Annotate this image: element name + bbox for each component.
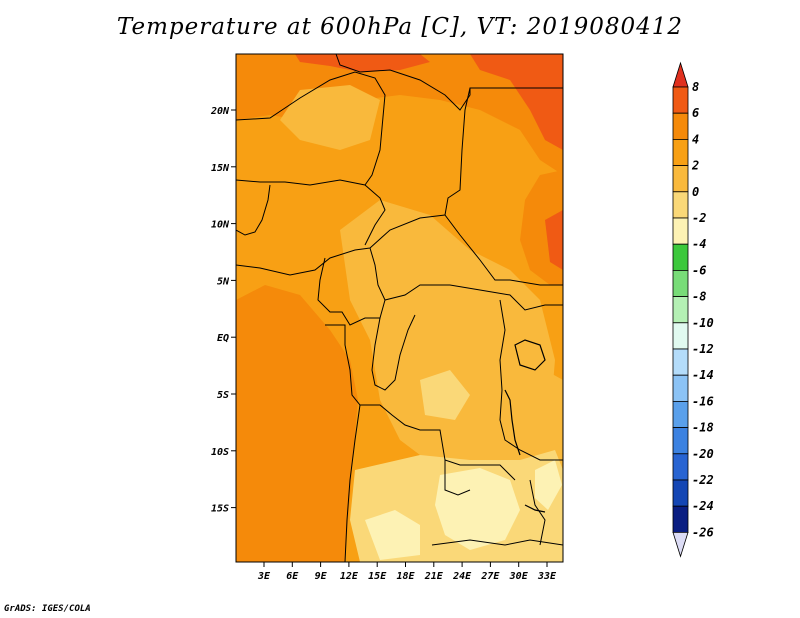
colorbar-swatch: [672, 112, 689, 140]
lon-tick-label: 6E: [286, 571, 299, 582]
colorbar-top-arrow: [672, 61, 689, 88]
lat-tick-label: 15S: [211, 504, 229, 515]
lat-tick-label: 5N: [217, 276, 230, 287]
field-mild-north: [280, 85, 380, 150]
colorbar-swatch: [672, 453, 689, 481]
temperature-field: [236, 54, 563, 562]
colorbar-swatch: [672, 296, 689, 324]
field-hot-east-mid: [545, 210, 563, 270]
colorbar-swatch: [672, 269, 689, 297]
colorbar-bottom-arrow: [672, 532, 689, 558]
colorbar-swatch: [672, 479, 689, 507]
lon-tick-label: 12E: [340, 571, 359, 582]
lon-tick-label: 33E: [537, 571, 557, 582]
colorbar-swatch: [672, 86, 689, 114]
colorbar-swatch: [672, 505, 689, 533]
colorbar-swatch: [672, 348, 689, 376]
lon-tick-label: 30E: [509, 571, 529, 582]
field-cool-patch: [420, 370, 470, 420]
colorbar-label: -24: [692, 499, 714, 513]
colorbar-label: 6: [692, 106, 699, 120]
colorbar-label: 0: [692, 185, 699, 199]
field-cold-east: [535, 460, 562, 510]
colorbar-label: -18: [692, 421, 714, 435]
colorbar-label: -2: [692, 211, 706, 225]
lat-tick-label: 15N: [211, 163, 230, 174]
colorbar-label: 8: [692, 80, 699, 94]
lat-tick-label: EQ: [217, 333, 229, 344]
colorbar-label: -4: [692, 237, 706, 251]
map-title: Temperature at 600hPa [C], VT: 201908041…: [116, 14, 684, 40]
lon-tick-label: 21E: [424, 571, 444, 582]
lon-tick-label: 18E: [396, 571, 415, 582]
lat-tick-label: 5S: [217, 390, 229, 401]
lat-tick-label: 20N: [210, 106, 230, 117]
field-cold-south: [435, 468, 520, 550]
colorbar-label: -16: [692, 394, 714, 408]
country-borders: [236, 54, 563, 562]
field-warm-north: [236, 54, 563, 175]
lon-tick-label: 3E: [257, 571, 271, 582]
colorbar-label: -22: [692, 473, 714, 487]
field-cold-southwest: [365, 510, 420, 560]
latitude-axis: 20N 15N 10N 5N EQ 5S 10S 15S: [210, 106, 236, 515]
colorbar-swatch: [672, 427, 689, 455]
lat-tick-label: 10N: [211, 220, 230, 231]
lon-tick-label: 15E: [368, 571, 387, 582]
lon-tick-label: 9E: [315, 571, 328, 582]
colorbar-label: 2: [691, 159, 699, 173]
colorbar-label: -10: [692, 316, 714, 330]
lakes: [504, 339, 546, 513]
field-warm-west: [236, 285, 358, 562]
colorbar: 8 6 4 2 0 -2 -4 -6 -8 -10 -12 -14 -16 -18 -20 -22 -24 -26: [672, 61, 714, 558]
lat-tick-label: 10S: [211, 447, 229, 458]
colorbar-swatch: [672, 400, 689, 428]
colorbar-label: -20: [692, 447, 714, 461]
colorbar-label: -14: [692, 368, 714, 382]
colorbar-swatch: [672, 191, 689, 219]
colorbar-swatch: [672, 374, 689, 402]
colorbar-swatch: [672, 322, 689, 350]
map-frame: [235, 53, 564, 563]
colorbar-label: -6: [692, 263, 706, 277]
colorbar-label: -26: [692, 525, 714, 539]
colorbar-label: 4: [692, 132, 699, 146]
grads-credit: GrADS: IGES/COLA: [4, 604, 91, 614]
colorbar-label: -12: [692, 342, 714, 356]
field-hot-northeast: [470, 54, 563, 150]
colorbar-swatch: [672, 243, 689, 271]
colorbar-swatch: [672, 165, 689, 193]
field-mild-center: [340, 200, 555, 480]
longitude-axis: 3E 6E 9E 12E 15E 18E 21E 24E 27E 30E 33E: [257, 562, 557, 582]
colorbar-swatch: [672, 217, 689, 245]
colorbar-swatch: [672, 138, 689, 166]
lon-tick-label: 27E: [480, 571, 500, 582]
colorbar-label: -8: [692, 290, 706, 304]
lon-tick-label: 24E: [452, 571, 472, 582]
field-hot-north: [295, 54, 430, 72]
